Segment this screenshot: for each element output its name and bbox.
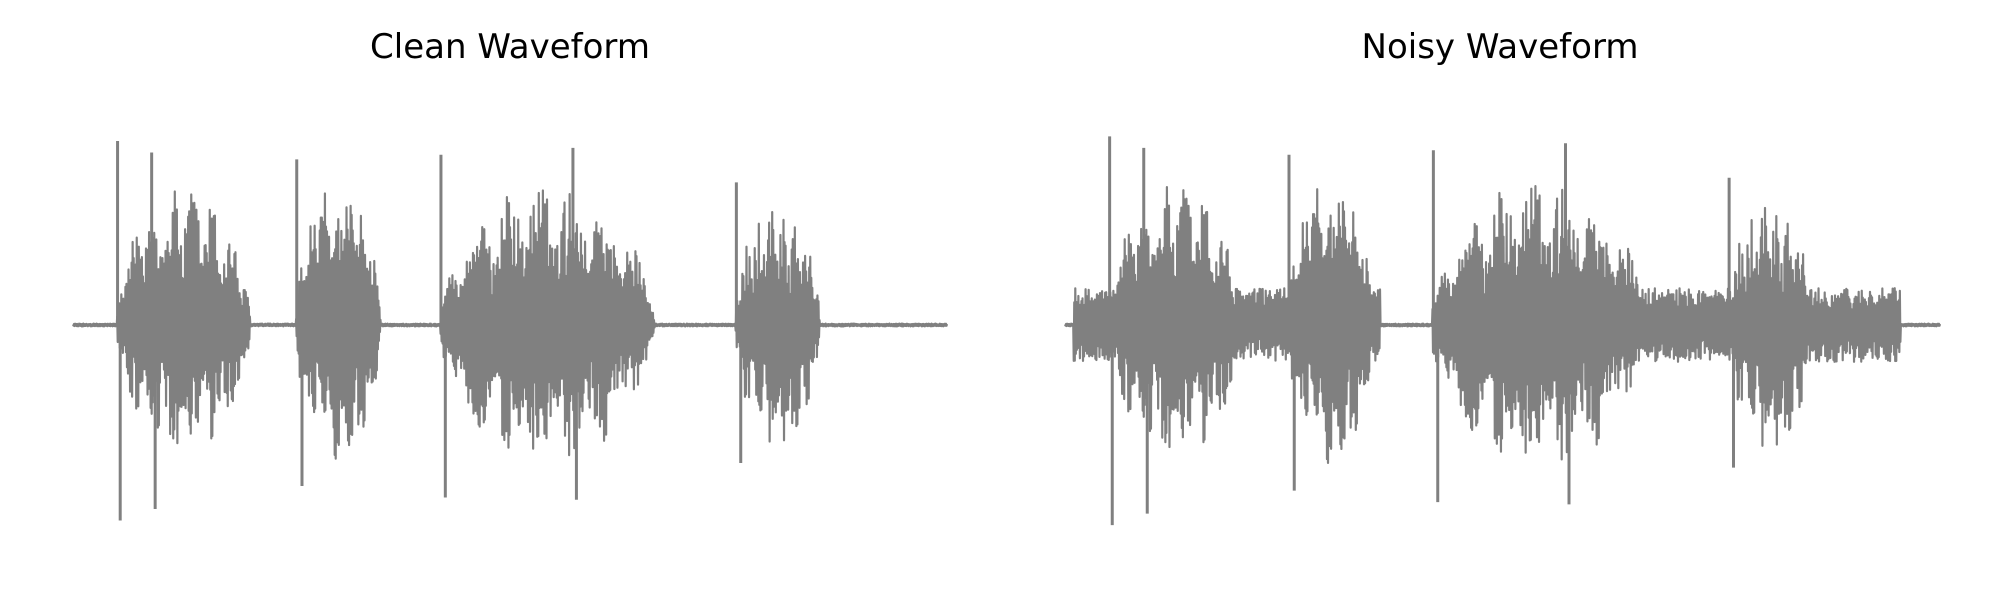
noisy-waveform-plot (1064, 136, 1942, 526)
waveform-line (1064, 185, 1942, 465)
noisy-waveform-title: Noisy Waveform (1362, 27, 1639, 67)
clean-waveform-panel: Clean Waveform (72, 27, 949, 521)
waveform-line (72, 189, 949, 460)
clean-waveform-plot (72, 141, 949, 521)
noisy-waveform-panel: Noisy Waveform (1064, 27, 1942, 526)
clean-waveform-title: Clean Waveform (370, 27, 650, 67)
